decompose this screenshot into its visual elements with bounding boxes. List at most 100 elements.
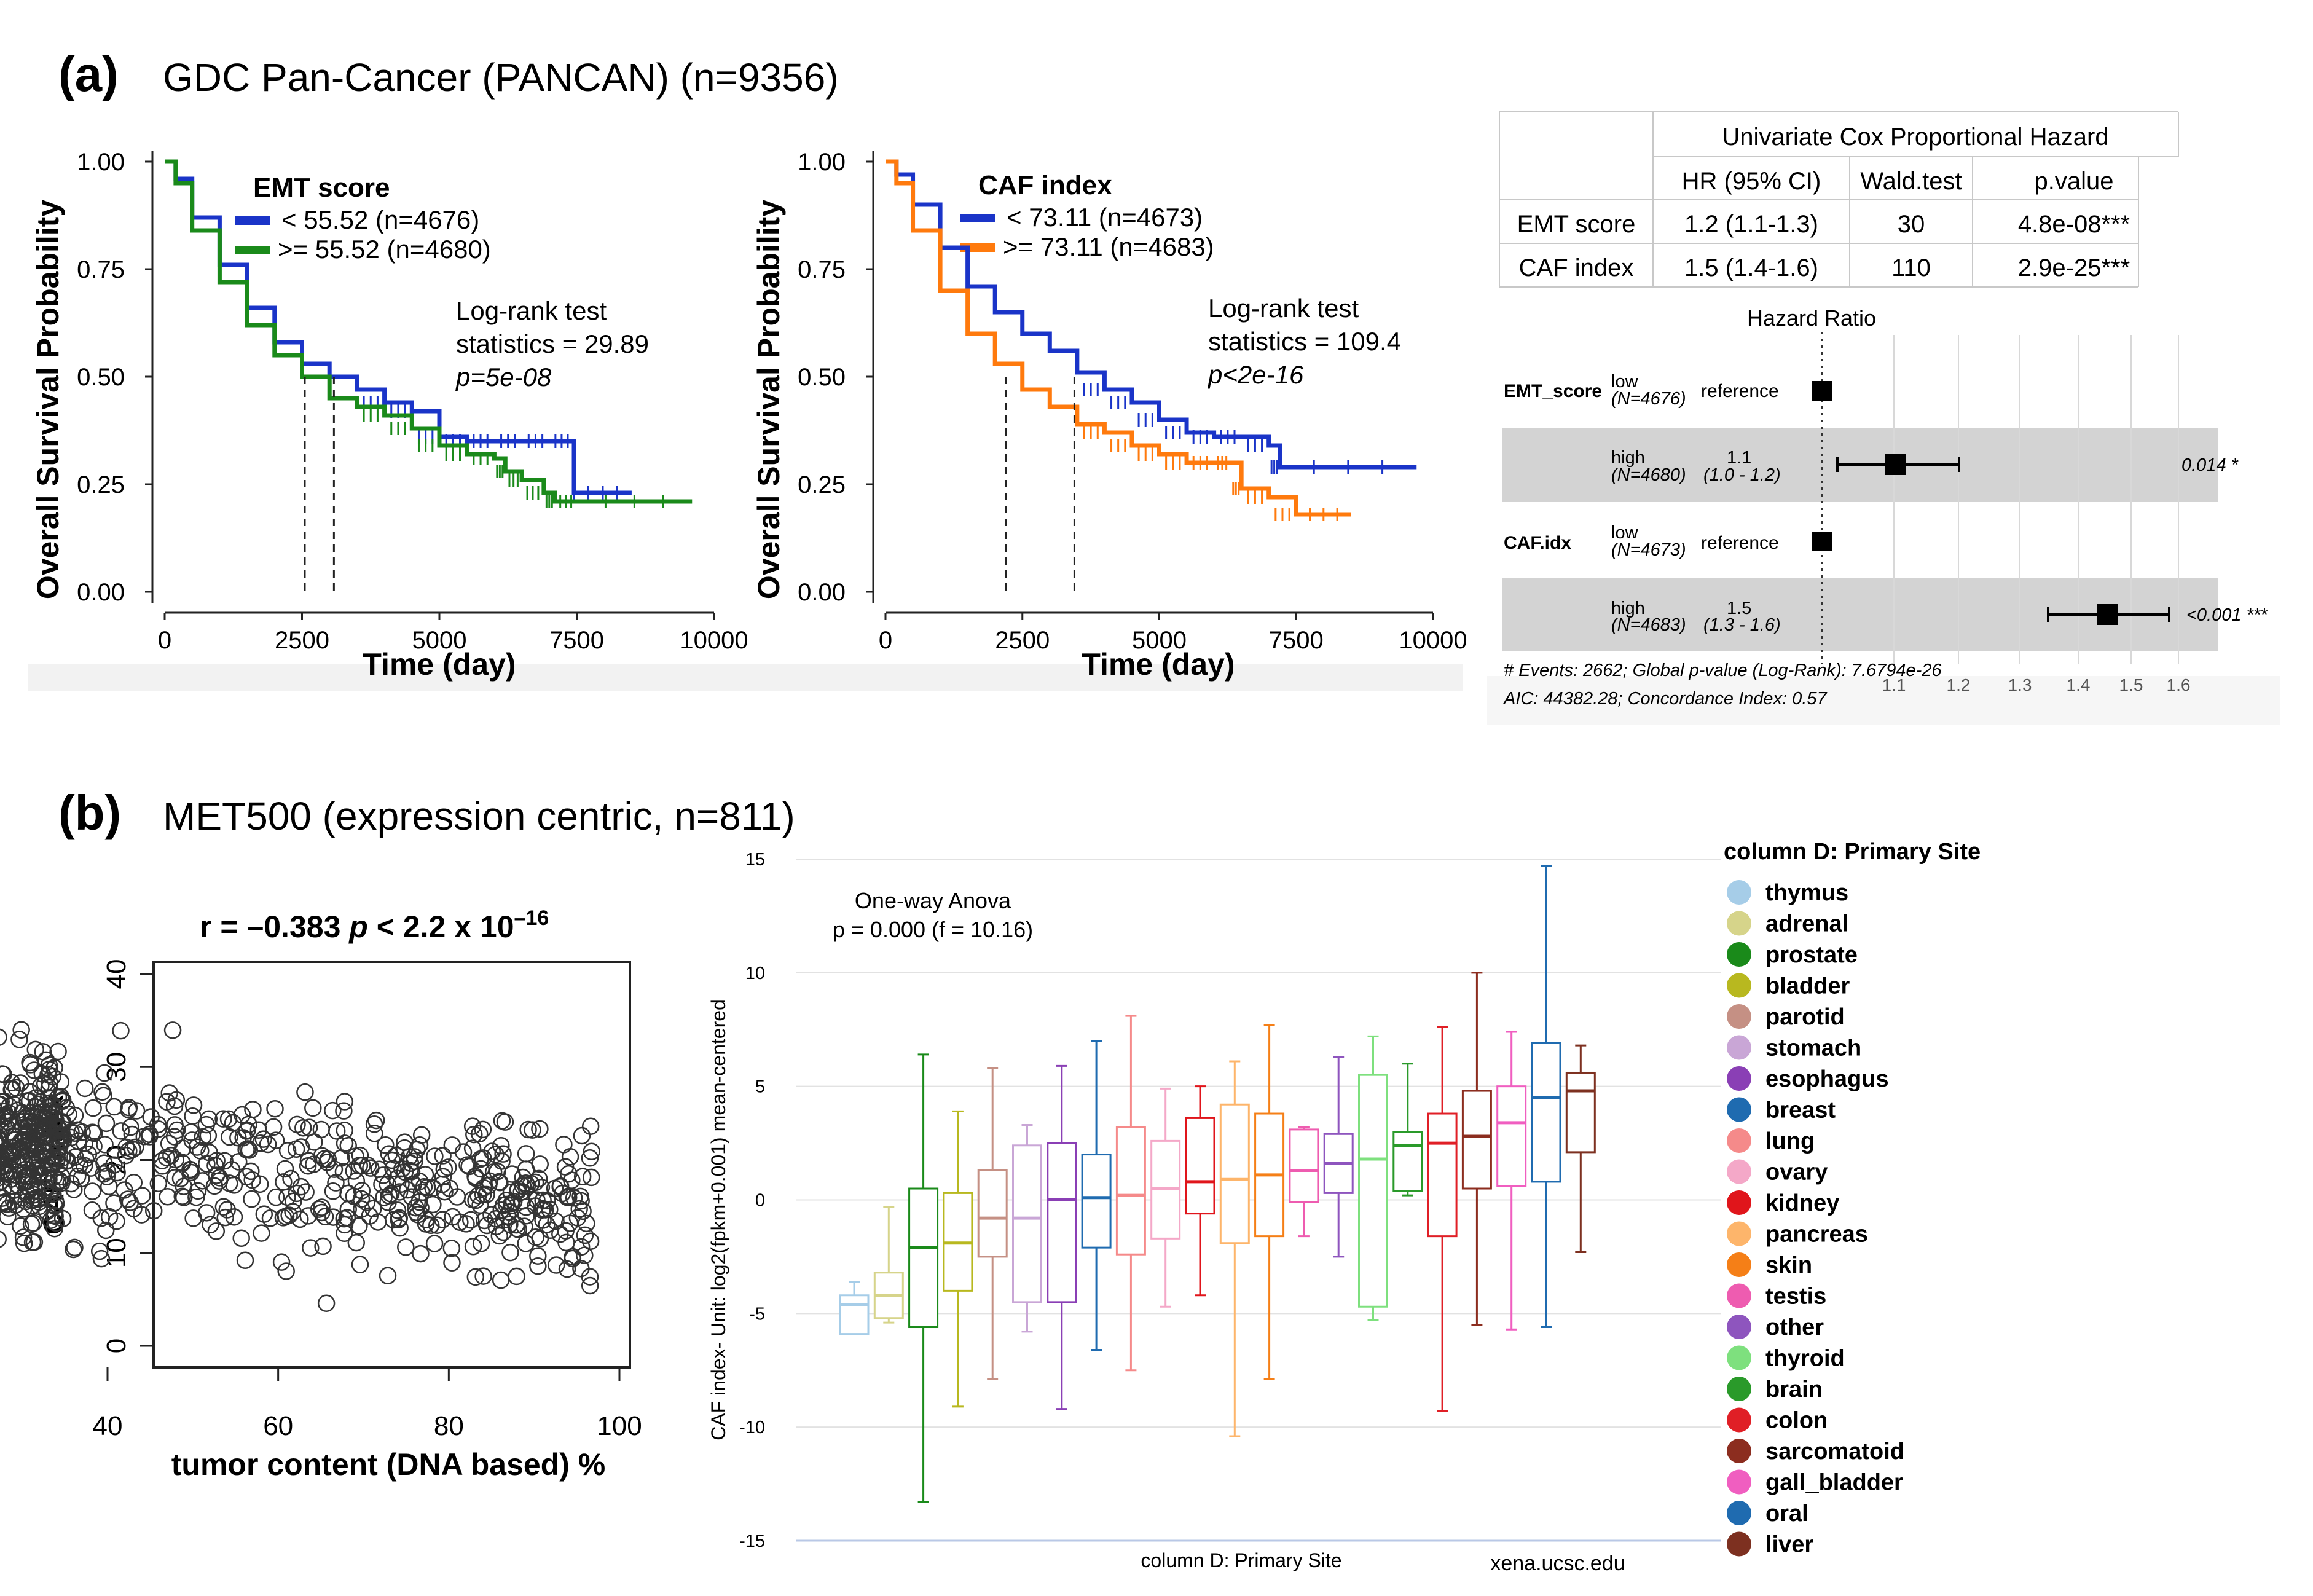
box-lung-legend-swatch (1727, 1128, 1751, 1153)
box-prostate-legend-swatch (1727, 942, 1751, 967)
km1-ytick-label: 1.00 (77, 149, 125, 176)
scatter-point (216, 1208, 234, 1227)
scatter-point (324, 1101, 342, 1120)
scatter-point (259, 1135, 277, 1154)
box-colon-legend-swatch (1727, 1407, 1751, 1433)
scatter-point (46, 1207, 64, 1225)
scatter-point (251, 1175, 269, 1193)
scatter-point (40, 1079, 58, 1097)
scatter-point (243, 1190, 261, 1208)
box-parotid-legend-label: parotid (1765, 1004, 1845, 1030)
box-bladder-legend-swatch (1727, 973, 1751, 998)
scatter-point (508, 1220, 526, 1238)
scatter-annot-p: p (348, 910, 368, 944)
scatter-point (276, 1160, 294, 1178)
km2-legend-title: CAF index (978, 170, 1112, 200)
scatter-annot-exp: –16 (514, 906, 549, 930)
forest-var-caf: CAF.idx (1504, 533, 1571, 553)
forest-est-caf-high: 1.5 (1727, 599, 1751, 618)
scatter-point (43, 1154, 61, 1172)
scatter-point (536, 1201, 554, 1219)
scatter-point (242, 1162, 260, 1181)
scatter-point (207, 1222, 226, 1240)
box-sarcomatoid-legend-swatch (1727, 1439, 1751, 1463)
scatter-point (0, 1113, 17, 1131)
scatter-point (277, 1208, 295, 1225)
box-other-legend-swatch (1727, 1315, 1751, 1339)
scatter-point (229, 1129, 247, 1147)
box-kidney-box (1185, 1117, 1215, 1215)
scatter-point (410, 1136, 429, 1154)
km1-series-2-curve (165, 159, 693, 504)
scatter-point (573, 1126, 591, 1145)
scatter-point (0, 1122, 2, 1133)
scatter-point (288, 1115, 306, 1134)
km1-legend-entry-2: >= 55.52 (n=4680) (278, 235, 491, 264)
scatter-point (555, 1136, 573, 1154)
scatter-annot-r: r = –0.383 (200, 910, 340, 944)
scatter-point (478, 1216, 496, 1235)
box-testis-legend-swatch (1727, 1283, 1751, 1308)
scatter-point (0, 1199, 18, 1217)
box-sarcomatoid-box (1461, 1090, 1492, 1190)
scatter-point (296, 1083, 314, 1101)
scatter-point (443, 1136, 461, 1154)
km2-stats-line-1: Log-rank test (1208, 294, 1359, 323)
scatter-point (238, 1168, 256, 1186)
scatter-point (157, 1149, 176, 1166)
scatter-point (117, 1138, 135, 1157)
box-testis-box (1289, 1128, 1319, 1203)
scatter-point (472, 1235, 490, 1252)
scatter-point (221, 1128, 238, 1146)
scatter-point (582, 1168, 600, 1187)
scatter-point (184, 1107, 202, 1125)
box-ytick-label: -10 (739, 1418, 765, 1437)
box-ytick-label: 10 (745, 964, 765, 983)
scatter-point (581, 1149, 599, 1167)
scatter-point (490, 1227, 509, 1245)
scatter-point (313, 1203, 331, 1222)
scatter-point (202, 1216, 219, 1234)
scatter-point (572, 1238, 591, 1256)
km2-ytick-label: 1.00 (798, 149, 846, 176)
cox-row2-wald: 110 (1891, 254, 1931, 281)
forest-level-emt-low: low (1611, 372, 1639, 391)
km1-xtick-label: 5000 (412, 627, 467, 654)
forest-plot: Hazard Ratio EMT_score low (N=4676) refe… (1487, 305, 2280, 725)
scatter-point (97, 1114, 116, 1133)
cox-row1-name: EMT score (1517, 211, 1636, 238)
scatter-point (302, 1239, 320, 1257)
scatter-point (18, 1092, 36, 1110)
scatter-point (90, 1242, 109, 1260)
cox-col-hr: HR (95% CI) (1682, 168, 1821, 195)
scatter-point (167, 1091, 186, 1109)
scatter-point (299, 1207, 317, 1225)
scatter-ytick-label: 30 (101, 1052, 132, 1082)
km1-legend-entry-1: < 55.52 (n=4676) (281, 205, 479, 234)
scatter-point (120, 1142, 138, 1160)
box-parotid-box (977, 1169, 1008, 1258)
scatter-point (0, 1066, 12, 1083)
km1-xtick-label: 2500 (275, 627, 329, 654)
scatter-point (230, 1153, 248, 1171)
scatter-point (436, 1182, 454, 1201)
scatter-point (10, 1031, 28, 1048)
forest-tick-6: 1.6 (2167, 675, 2191, 694)
scatter-point (84, 1123, 101, 1141)
km2-legend-entry-2: >= 73.11 (n=4683) (1003, 232, 1214, 261)
scatter-point (165, 1128, 184, 1146)
scatter-point (79, 1145, 98, 1163)
box-gall-bladder-legend-label: gall_bladder (1765, 1470, 1903, 1496)
scatter-point (214, 1198, 233, 1216)
scatter-point (112, 1122, 130, 1140)
scatter-point (96, 1221, 115, 1240)
scatter-point (560, 1165, 578, 1183)
forest-gridlines (1893, 335, 2179, 664)
scatter-point (426, 1147, 444, 1165)
scatter-point (127, 1102, 146, 1120)
box-stomach-box (1012, 1144, 1042, 1303)
scatter-point (416, 1166, 434, 1184)
scatter-title: r = –0.383 p < 2.2 x 10–16 (200, 906, 549, 944)
box-ovary-legend-swatch (1727, 1159, 1751, 1184)
scatter-point (21, 1083, 39, 1101)
